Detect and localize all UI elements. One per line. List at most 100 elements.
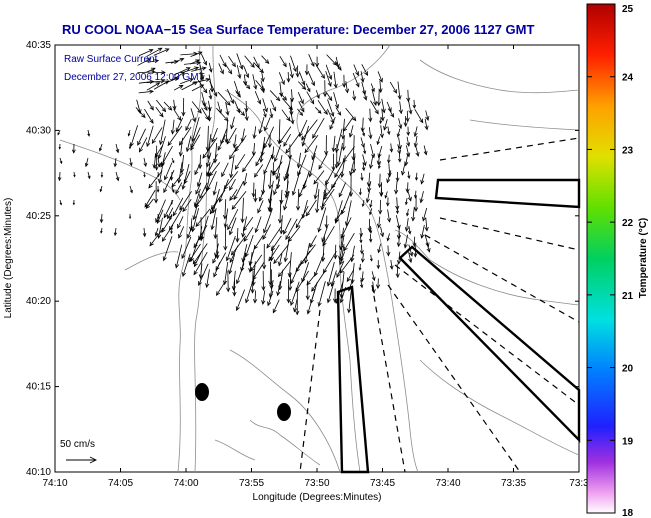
current-vector-head (339, 269, 344, 274)
current-vector (290, 281, 300, 306)
current-vector-head (243, 81, 248, 86)
current-vector (315, 90, 320, 99)
current-vector (190, 134, 201, 151)
current-vector-head (395, 177, 400, 182)
current-vector-head (181, 111, 186, 117)
current-vector (241, 128, 245, 142)
current-vector-head (234, 165, 239, 170)
current-vector (303, 170, 310, 189)
current-vector-head (419, 198, 424, 204)
current-vector (235, 90, 241, 98)
current-vector-head (143, 174, 146, 178)
current-vector-head (195, 222, 200, 228)
current-vector (343, 136, 345, 151)
current-vector (264, 116, 271, 131)
current-vector-head (288, 286, 293, 292)
beam-outline (434, 178, 581, 209)
current-vector (193, 225, 208, 248)
current-vector (234, 135, 247, 152)
current-vector-head (277, 272, 283, 278)
current-vector-head (209, 209, 214, 215)
current-vector-head (252, 134, 257, 140)
current-vector (384, 191, 388, 199)
current-vector (243, 80, 251, 89)
current-vector-head (337, 111, 342, 116)
current-vector (363, 146, 366, 154)
current-vector-head (227, 69, 233, 75)
current-vector-head (149, 79, 155, 84)
current-vector-head (228, 269, 233, 275)
current-vector-head (360, 277, 365, 283)
current-vector-head (387, 159, 391, 164)
current-vector (397, 144, 401, 154)
current-vector-head (363, 95, 368, 101)
current-vector-head (58, 146, 61, 150)
current-vector (421, 173, 425, 184)
current-vector-head (157, 163, 161, 168)
current-vector-head (188, 78, 194, 83)
current-vector (272, 161, 283, 176)
current-vector (146, 125, 154, 147)
current-vector-head (415, 152, 420, 157)
current-vector-head (317, 302, 322, 307)
current-vector (191, 84, 204, 92)
current-vector (191, 101, 202, 114)
radial-dashed-lines (299, 137, 580, 473)
current-vector (244, 55, 255, 68)
current-vector-head (223, 246, 228, 251)
current-vector (175, 182, 183, 194)
current-vector (154, 144, 164, 158)
current-vector-head (253, 197, 258, 203)
current-vector (242, 153, 256, 172)
current-vector-head (154, 58, 160, 64)
current-vector (406, 208, 409, 216)
current-vector-head (369, 204, 373, 209)
current-vector (171, 172, 184, 188)
current-vector (297, 152, 302, 168)
current-vector-head (236, 279, 240, 285)
current-vector (424, 234, 429, 247)
current-vector-head (409, 251, 414, 257)
current-vector-head (242, 226, 248, 232)
current-vector (397, 81, 401, 100)
current-vector-head (194, 66, 200, 71)
current-vector-head (317, 109, 322, 114)
current-vector-head (286, 78, 291, 83)
current-vector-head (384, 195, 388, 199)
current-vector (139, 137, 148, 152)
current-vector (322, 236, 326, 262)
current-vector-head (398, 109, 403, 115)
current-vector (407, 171, 410, 179)
current-vector (190, 127, 201, 148)
current-vector-head (231, 62, 236, 68)
current-vector-head (155, 82, 161, 87)
current-vector-head (192, 259, 197, 265)
current-vector-head (87, 133, 91, 137)
y-axis-label: Latitude (Degrees:Minutes) (3, 198, 14, 319)
current-vector (359, 235, 362, 243)
current-vector (207, 100, 211, 111)
current-vector (318, 281, 326, 307)
current-vector-head (177, 178, 182, 184)
current-vector (181, 81, 198, 91)
current-vector (360, 137, 365, 148)
chart-title: RU COOL NOAA−15 Sea Surface Temperature:… (62, 22, 534, 37)
current-vector-head (226, 139, 231, 145)
current-vector-head (413, 132, 418, 138)
current-vector (192, 78, 210, 84)
current-vector-head (228, 230, 233, 236)
current-vector (362, 162, 365, 171)
current-vector (226, 89, 234, 104)
current-vector (323, 250, 337, 273)
current-vector (163, 169, 175, 193)
current-vector-head (275, 175, 280, 181)
current-vector-head (362, 132, 366, 137)
colorbar (586, 3, 616, 514)
current-vector (398, 118, 402, 129)
current-vector (283, 191, 290, 210)
y-tick-label: 40:20 (26, 296, 51, 307)
current-vector-head (405, 188, 410, 194)
coastline (177, 44, 202, 473)
beam-outline (336, 285, 370, 474)
current-vector (325, 64, 332, 80)
